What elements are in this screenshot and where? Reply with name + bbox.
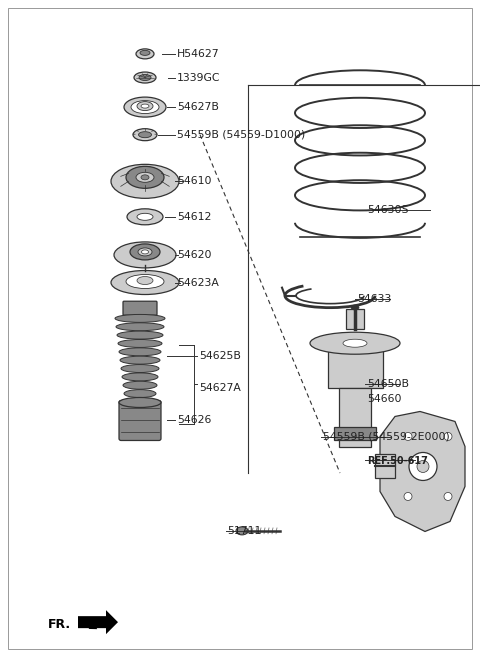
Ellipse shape [117,331,163,339]
Ellipse shape [122,373,158,381]
Text: REF.50-617: REF.50-617 [367,456,428,466]
Circle shape [444,432,452,440]
Ellipse shape [137,214,153,220]
Ellipse shape [141,104,149,108]
Ellipse shape [121,365,159,373]
Text: 54650B: 54650B [367,379,409,390]
Text: 54625B: 54625B [199,351,240,361]
Circle shape [404,432,412,440]
Text: 51711: 51711 [228,526,262,536]
Bar [375,455,395,478]
Text: 54612: 54612 [177,212,212,222]
Ellipse shape [136,49,154,59]
Ellipse shape [118,340,162,348]
Ellipse shape [111,271,179,294]
Text: 54620: 54620 [177,250,212,260]
Ellipse shape [236,527,248,535]
Bar [334,427,376,440]
Ellipse shape [124,97,166,117]
Circle shape [404,493,412,501]
FancyBboxPatch shape [123,301,157,315]
Ellipse shape [124,390,156,397]
Text: 54660: 54660 [367,394,401,405]
Ellipse shape [123,381,157,389]
Polygon shape [380,411,465,532]
Bar [346,309,364,328]
Ellipse shape [141,175,149,180]
Text: 54610: 54610 [177,176,212,187]
Ellipse shape [417,461,429,472]
Ellipse shape [409,453,437,480]
Ellipse shape [134,72,156,83]
Ellipse shape [111,164,179,198]
Ellipse shape [119,397,161,407]
Ellipse shape [120,356,160,364]
Text: 54626: 54626 [177,415,212,426]
Ellipse shape [142,250,148,254]
Text: 54627A: 54627A [199,382,240,393]
Ellipse shape [114,242,176,268]
Bar [327,348,383,388]
Text: 54559B (54559-D1000): 54559B (54559-D1000) [177,129,305,140]
Ellipse shape [130,244,160,260]
Text: 1339GC: 1339GC [177,72,221,83]
Ellipse shape [119,348,161,356]
Ellipse shape [137,102,153,110]
Text: 54633: 54633 [357,294,392,304]
Text: 54627B: 54627B [177,102,219,112]
Ellipse shape [126,275,164,288]
Ellipse shape [126,166,164,189]
FancyBboxPatch shape [119,401,161,440]
Polygon shape [78,610,118,634]
Ellipse shape [138,248,152,256]
Ellipse shape [133,129,157,141]
Ellipse shape [310,332,400,354]
Ellipse shape [136,172,154,183]
Ellipse shape [343,339,367,347]
Circle shape [444,493,452,501]
Ellipse shape [140,51,150,55]
Bar [339,388,371,447]
Ellipse shape [116,323,164,330]
Text: FR.: FR. [48,618,71,631]
Text: 54630S: 54630S [367,205,408,215]
Ellipse shape [139,74,151,81]
Text: 54559B (54559-2E000): 54559B (54559-2E000) [323,432,449,442]
Ellipse shape [139,131,152,138]
Text: 54623A: 54623A [177,277,219,288]
Ellipse shape [351,305,359,310]
Text: H54627: H54627 [177,49,220,59]
Ellipse shape [115,315,165,323]
Ellipse shape [127,209,163,225]
Ellipse shape [131,101,159,114]
Ellipse shape [137,277,153,284]
